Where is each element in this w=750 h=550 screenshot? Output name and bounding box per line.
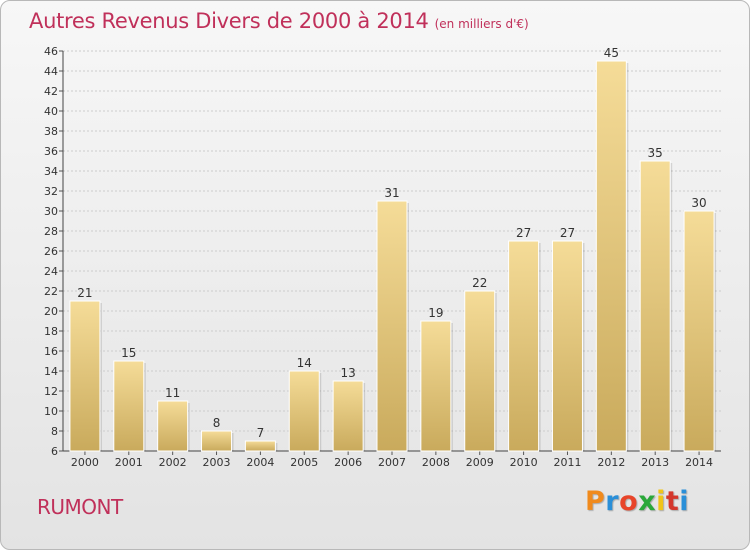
brand-letter: i — [656, 486, 666, 517]
data-label: 14 — [297, 356, 312, 370]
y-tick-label: 20 — [44, 305, 58, 318]
x-tick-label: 2001 — [115, 456, 143, 469]
y-tick-label: 34 — [44, 165, 58, 178]
y-tick-label: 32 — [44, 185, 58, 198]
x-tick-label: 2005 — [290, 456, 318, 469]
data-labels: 21 15 11 8 7 14 13 31 19 22 27 27 45 35 30 — [77, 46, 706, 440]
data-label: 8 — [213, 416, 221, 430]
x-tick-label: 2002 — [159, 456, 187, 469]
bar — [464, 290, 496, 452]
axes: 6 8 10 12 14 16 18 20 22 24 26 28 30 32 34 36 38 40 42 44 46… — [44, 45, 721, 469]
bar — [244, 440, 276, 452]
brand-letter: P — [585, 486, 606, 517]
data-label: 27 — [560, 226, 575, 240]
bar — [113, 360, 145, 452]
x-tick-label: 2008 — [422, 456, 450, 469]
bar — [551, 240, 583, 452]
y-tick-label: 22 — [44, 285, 58, 298]
bar — [376, 200, 408, 452]
x-tick-label: 2006 — [334, 456, 362, 469]
x-tick-label: 2014 — [685, 456, 713, 469]
x-tick-label: 2010 — [510, 456, 538, 469]
data-label: 13 — [340, 366, 355, 380]
y-tick-label: 8 — [51, 425, 58, 438]
data-label: 35 — [648, 146, 663, 160]
data-label: 21 — [77, 286, 92, 300]
bar — [683, 210, 715, 452]
x-tick-label: 2013 — [641, 456, 669, 469]
y-tick-label: 38 — [44, 125, 58, 138]
y-tick-label: 12 — [44, 385, 58, 398]
x-tick-label: 2011 — [553, 456, 581, 469]
x-tick-label: 2004 — [246, 456, 274, 469]
bar — [201, 430, 233, 452]
x-tick-label: 2003 — [203, 456, 231, 469]
brand-letter: t — [665, 486, 680, 517]
y-tick-label: 46 — [44, 45, 58, 58]
y-tick-label: 30 — [44, 205, 58, 218]
bar — [69, 300, 101, 452]
y-tick-label: 36 — [44, 145, 58, 158]
data-label: 11 — [165, 386, 180, 400]
chart-title: Autres Revenus Divers de 2000 à 2014 (en … — [29, 9, 529, 33]
y-tick-label: 28 — [44, 225, 58, 238]
data-label: 15 — [121, 346, 136, 360]
title-unit: (en milliers d'€) — [434, 17, 529, 31]
bar — [332, 380, 364, 452]
y-tick-label: 44 — [44, 65, 58, 78]
bar — [288, 370, 320, 452]
bar — [639, 160, 671, 452]
x-tick-label: 2012 — [597, 456, 625, 469]
data-label: 22 — [472, 276, 487, 290]
y-tick-label: 24 — [44, 265, 58, 278]
x-tick-label: 2007 — [378, 456, 406, 469]
proxiti-logo[interactable]: Proxiti — [585, 486, 689, 517]
brand-letter: o — [619, 486, 639, 517]
bar — [508, 240, 540, 452]
data-label: 31 — [384, 186, 399, 200]
commune-name: RUMONT — [37, 495, 123, 519]
data-label: 19 — [428, 306, 443, 320]
y-tick-label: 14 — [44, 365, 58, 378]
y-tick-label: 40 — [44, 105, 58, 118]
data-label: 7 — [257, 426, 265, 440]
bar — [595, 60, 627, 452]
title-text: Autres Revenus Divers de 2000 à 2014 — [29, 9, 429, 33]
y-tick-label: 42 — [44, 85, 58, 98]
y-tick-label: 10 — [44, 405, 58, 418]
y-tick-label: 6 — [51, 445, 58, 458]
y-tick-label: 18 — [44, 325, 58, 338]
bar — [157, 400, 189, 452]
data-label: 30 — [691, 196, 706, 210]
data-label: 27 — [516, 226, 531, 240]
data-label: 45 — [604, 46, 619, 60]
brand-letter: i — [679, 486, 690, 517]
brand-letter: r — [605, 486, 620, 517]
bar — [420, 320, 452, 452]
y-tick-label: 16 — [44, 345, 58, 358]
x-tick-label: 2000 — [71, 456, 99, 469]
bars — [69, 60, 717, 452]
y-tick-label: 26 — [44, 245, 58, 258]
x-tick-label: 2009 — [466, 456, 494, 469]
brand-letter: x — [638, 486, 657, 517]
